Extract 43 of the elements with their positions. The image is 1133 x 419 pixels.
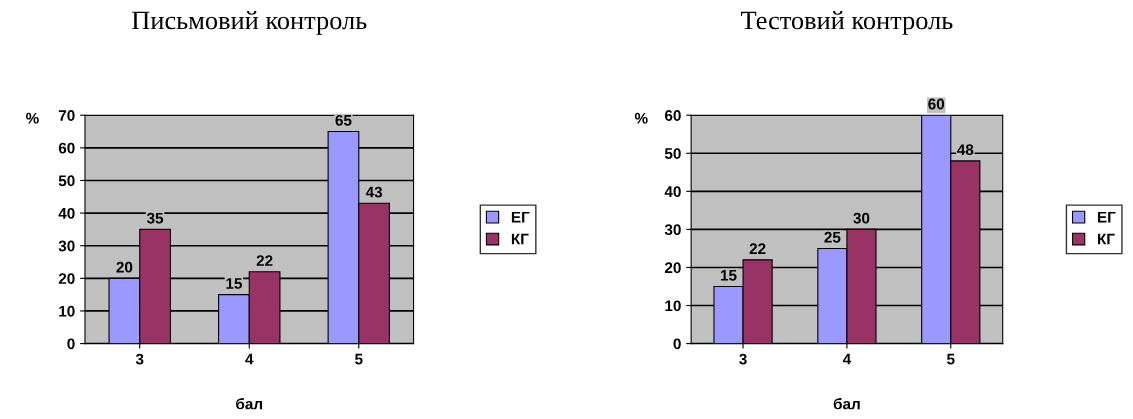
data-label: 48: [957, 144, 974, 156]
y-tick-label: 40: [664, 186, 681, 198]
y-tick-label: 50: [58, 175, 75, 187]
y-tick-label: 60: [58, 142, 75, 154]
x-axis-title: бал: [833, 397, 860, 410]
legend-label: ЕГ: [1098, 211, 1116, 223]
data-label: 15: [720, 270, 737, 281]
data-label: 30: [853, 212, 870, 224]
y-tick-label: 50: [664, 148, 681, 159]
x-tick-label: 3: [739, 353, 747, 365]
x-tick-label: 4: [842, 353, 852, 365]
y-tick-label: 0: [673, 338, 681, 350]
y-axis-title: %: [634, 112, 648, 124]
y-tick-label: 0: [67, 338, 75, 350]
data-label: 35: [146, 212, 164, 224]
y-tick-label: 40: [58, 207, 75, 219]
y-tick-label: 20: [58, 273, 75, 285]
x-tick-label: 5: [355, 353, 363, 365]
data-label: 15: [226, 278, 242, 289]
legend-label: ЕГ: [511, 211, 530, 223]
data-label: 25: [824, 231, 841, 243]
y-tick-label: 70: [58, 110, 75, 121]
chart-title: Тестовий контроль: [741, 11, 953, 35]
y-tick-label: 60: [664, 110, 681, 121]
x-tick-label: 5: [947, 353, 955, 365]
data-label: 60: [928, 98, 945, 110]
x-axis-title: бал: [236, 397, 263, 410]
data-label: 22: [749, 243, 766, 254]
y-tick-label: 10: [665, 300, 681, 312]
x-tick-label: 3: [135, 353, 144, 365]
x-tick-label: 4: [245, 353, 254, 365]
y-tick-label: 10: [59, 305, 75, 317]
chart-title: Письмовий контроль: [132, 11, 367, 35]
y-tick-label: 30: [58, 240, 75, 252]
data-label: 20: [116, 261, 133, 273]
y-tick-label: 30: [664, 224, 681, 236]
legend-label: КГ: [511, 233, 529, 245]
data-label: 43: [365, 186, 383, 198]
y-axis-title: %: [25, 112, 39, 124]
data-label: 22: [256, 255, 273, 266]
legend-label: КГ: [1098, 233, 1115, 245]
data-label: 65: [335, 114, 352, 126]
y-tick-label: 20: [664, 262, 681, 274]
